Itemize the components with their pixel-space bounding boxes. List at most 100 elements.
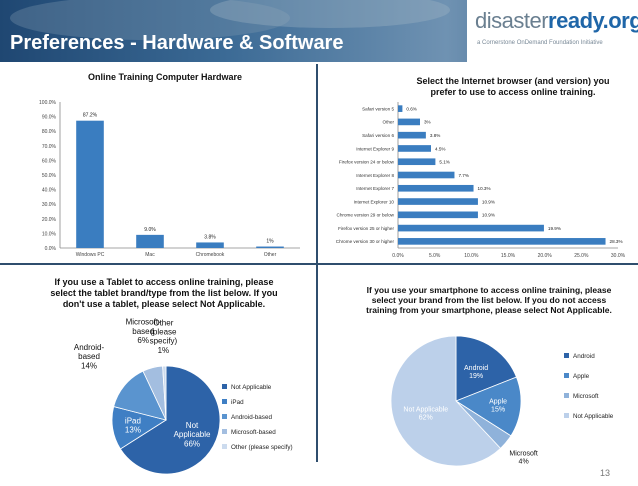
- y-tick-label: Safari version 5: [362, 106, 394, 111]
- legend-entry: Not Applicable: [573, 413, 614, 420]
- slice-label: Microsoft 4%: [509, 450, 537, 465]
- slice-label: Android 19%: [464, 365, 488, 380]
- slice-label: Not Applicable 62%: [403, 406, 448, 421]
- bar: [398, 198, 478, 205]
- smartphone-chart-panel: If you use your smartphone to access onl…: [318, 265, 638, 485]
- slice-label: Apple 15%: [489, 398, 507, 413]
- legend-swatch: [222, 414, 227, 419]
- y-tick-label: Internet Explorer 9: [356, 146, 394, 151]
- legend-entry: Not Applicable: [231, 384, 272, 391]
- logo: disasterready.org a Cornerstone OnDemand…: [467, 0, 638, 62]
- y-tick-label: Internet Explorer 10: [354, 199, 395, 204]
- bar: [398, 118, 420, 126]
- x-tick-label: Mac: [145, 252, 155, 258]
- y-tick-label: 40.0%: [42, 188, 57, 194]
- legend-swatch: [564, 373, 569, 378]
- logo-brand: ready.org: [548, 8, 638, 33]
- bar: [398, 184, 474, 192]
- data-label: 3.8%: [204, 234, 216, 240]
- legend-entry: Android-based: [231, 414, 272, 421]
- chart-title: Online Training Computer Hardware: [87, 72, 243, 82]
- y-tick-label: 90.0%: [42, 115, 57, 121]
- x-tick-label: 10.0%: [464, 253, 479, 259]
- slice-label: Other (please specify) 1%: [150, 318, 178, 355]
- y-tick-label: Safari version 6: [362, 133, 394, 138]
- slice-label: iPad 13%: [125, 416, 141, 434]
- bar: [398, 105, 403, 112]
- logo-prefix: disaster: [475, 8, 549, 33]
- chart-title: Select the Internet browser (and version…: [416, 76, 610, 97]
- legend-entry: iPad: [231, 399, 244, 406]
- y-tick-label: Chrome version 29 or below: [337, 213, 395, 218]
- tablet-chart-panel: If you use a Tablet to access online tra…: [0, 265, 316, 485]
- bar: [398, 238, 606, 245]
- y-tick-label: Internet Explorer 8: [356, 173, 394, 178]
- bar: [76, 120, 104, 248]
- divider-horizontal: [0, 263, 638, 265]
- bar: [398, 131, 426, 139]
- bar: [196, 242, 224, 248]
- bar: [398, 224, 544, 232]
- y-tick-label: 100.0%: [39, 100, 57, 106]
- x-tick-label: Other: [264, 252, 277, 258]
- y-tick-label: Chrome version 30 or higher: [336, 239, 395, 244]
- pie-slice: [390, 335, 502, 467]
- slice-label: Android-based 14%: [74, 343, 105, 370]
- y-tick-label: Other: [383, 120, 395, 125]
- data-label: 28.3%: [610, 239, 623, 244]
- logo-tagline: a Cornerstone OnDemand Foundation Initia…: [477, 40, 603, 46]
- browser-chart-panel: Select the Internet browser (and version…: [318, 64, 638, 262]
- bar: [398, 211, 478, 219]
- pie-slice: [162, 365, 167, 421]
- data-label: 7.7%: [458, 173, 468, 178]
- data-label: 5.1%: [439, 160, 449, 165]
- hardware-bar-chart: 0.0% 10.0% 20.0% 30.0% 40.0% 50.0% 60.0% 70.0% 8…: [39, 100, 300, 258]
- slice-label: Not Applicable 66%: [174, 421, 211, 448]
- tablet-pie-chart: Not Applicable 66% iPad 13% Android-based 14% M…: [74, 318, 293, 475]
- x-tick-label: 15.0%: [501, 253, 516, 259]
- legend-swatch: [222, 399, 227, 404]
- data-label: 10.3%: [478, 186, 491, 191]
- data-label: 0.6%: [406, 106, 416, 111]
- data-label: 87.2%: [83, 113, 98, 119]
- x-tick-label: Chromebook: [196, 252, 225, 258]
- slide-header: Preferences - Hardware & Software disast…: [0, 0, 638, 62]
- x-tick-label: 20.0%: [538, 253, 553, 259]
- y-tick-label: 80.0%: [42, 129, 57, 135]
- x-tick-label: 30.0%: [611, 253, 626, 259]
- x-tick-label: Windows PC: [76, 252, 105, 258]
- bar: [256, 246, 284, 248]
- legend-swatch: [564, 413, 569, 418]
- bar: [398, 145, 431, 152]
- legend-swatch: [564, 353, 569, 358]
- x-tick-label: 0.0%: [392, 253, 404, 259]
- chart-title: If you use a Tablet to access online tra…: [50, 277, 278, 309]
- y-tick-label: Internet Explorer 7: [356, 186, 394, 191]
- y-tick-label: 30.0%: [42, 202, 57, 208]
- legend-swatch: [222, 384, 227, 389]
- bar: [398, 171, 455, 179]
- data-label: 10.9%: [482, 199, 495, 204]
- pie-slice: [119, 365, 221, 475]
- x-tick-label: 25.0%: [574, 253, 589, 259]
- data-label: 3%: [424, 120, 431, 125]
- y-tick-label: 70.0%: [42, 144, 57, 150]
- hardware-chart-panel: Online Training Computer Hardware 0.0% 10…: [0, 64, 316, 262]
- slide-title: Preferences - Hardware & Software: [10, 32, 344, 54]
- data-label: 10.9%: [482, 213, 495, 218]
- data-label: 1%: [266, 239, 274, 245]
- y-tick-label: 20.0%: [42, 217, 57, 223]
- data-label: 4.5%: [435, 146, 445, 151]
- legend-entry: Microsoft: [573, 393, 599, 400]
- browser-bar-chart: 0.0% 5.0% 10.0% 15.0% 20.0% 25.0% 30.0% Safari …: [336, 102, 626, 259]
- pie-slice: [455, 335, 517, 402]
- data-label: 19.9%: [548, 226, 561, 231]
- pie-slice: [455, 376, 522, 437]
- data-label: 3.8%: [430, 133, 440, 138]
- legend-entry: Other (please specify): [231, 444, 293, 451]
- y-tick-label: Firefox version 25 or higher: [338, 226, 394, 231]
- y-tick-label: 0.0%: [45, 246, 57, 252]
- legend-swatch: [222, 444, 227, 449]
- slice-label: Microsoft-based 6%: [126, 318, 161, 345]
- legend-entry: Microsoft-based: [231, 429, 276, 436]
